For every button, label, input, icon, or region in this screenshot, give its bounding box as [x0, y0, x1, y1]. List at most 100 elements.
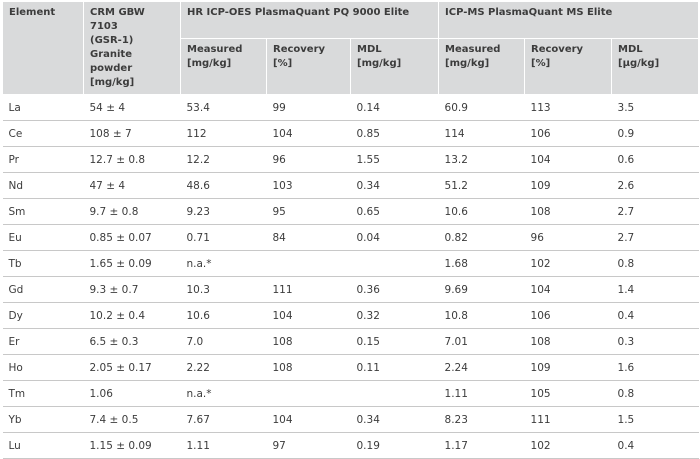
- cell-ms-mdl: 1.6: [611, 354, 699, 381]
- cell-ms-mdl: 2.6: [611, 172, 699, 199]
- cell-ms-mdl: 0.8: [611, 250, 699, 277]
- cell-ms-mdl: 3.5: [611, 94, 699, 121]
- table-row: Tb 1.65 ± 0.09 n.a.* 1.68 102 0.8: [2, 250, 699, 277]
- cell-oes-recovery: 96: [266, 146, 351, 173]
- cell-crm: 0.85 ± 0.07: [83, 224, 181, 251]
- cell-crm: 9.7 ± 0.8: [83, 198, 181, 225]
- cell-ms-measured: 2.24: [438, 354, 525, 381]
- cell-oes-mdl: 0.34: [350, 172, 439, 199]
- cell-ms-measured: 0.82: [438, 224, 525, 251]
- cell-ms-mdl: 0.6: [611, 146, 699, 173]
- cell-oes-mdl: [350, 250, 439, 277]
- cell-ms-recovery: 104: [524, 276, 612, 303]
- cell-oes-mdl: 0.65: [350, 198, 439, 225]
- cell-oes-mdl: 0.04: [350, 224, 439, 251]
- cell-crm: 2.05 ± 0.17: [83, 354, 181, 381]
- cell-ms-recovery: 109: [524, 172, 612, 199]
- table-row: Ce 108 ± 7 112 104 0.85 114 106 0.9: [2, 120, 699, 147]
- cell-oes-mdl: 0.36: [350, 276, 439, 303]
- table-row: Eu 0.85 ± 0.07 0.71 84 0.04 0.82 96 2.7: [2, 224, 699, 251]
- cell-oes-recovery: [266, 250, 351, 277]
- cell-ms-measured: 7.01: [438, 328, 525, 355]
- cell-crm: 108 ± 7: [83, 120, 181, 147]
- cell-ms-measured: 8.23: [438, 406, 525, 433]
- cell-oes-recovery: 104: [266, 120, 351, 147]
- header-element: Element: [2, 1, 84, 95]
- table-row: Ho 2.05 ± 0.17 2.22 108 0.11 2.24 109 1.6: [2, 354, 699, 381]
- cell-ms-recovery: 113: [524, 94, 612, 121]
- cell-ms-measured: 10.8: [438, 302, 525, 329]
- cell-ms-recovery: 102: [524, 250, 612, 277]
- cell-ms-mdl: 2.7: [611, 198, 699, 225]
- cell-element: Ce: [2, 120, 84, 147]
- cell-oes-measured: 7.67: [180, 406, 267, 433]
- cell-crm: 10.2 ± 0.4: [83, 302, 181, 329]
- cell-ms-measured: 13.2: [438, 146, 525, 173]
- cell-element: Pr: [2, 146, 84, 173]
- cell-element: Eu: [2, 224, 84, 251]
- cell-oes-mdl: 0.32: [350, 302, 439, 329]
- cell-crm: 1.06: [83, 380, 181, 407]
- cell-element: Yb: [2, 406, 84, 433]
- cell-element: La: [2, 94, 84, 121]
- cell-oes-mdl: 0.14: [350, 94, 439, 121]
- header-icp-oes: HR ICP-OES PlasmaQuant PQ 9000 Elite: [179, 0, 440, 40]
- cell-ms-mdl: 0.9: [611, 120, 699, 147]
- cell-ms-recovery: 102: [524, 432, 612, 459]
- cell-ms-mdl: 0.3: [611, 328, 699, 355]
- header-icp-ms: ICP-MS PlasmaQuant MS Elite: [438, 0, 700, 40]
- table-body: La 54 ± 4 53.4 99 0.14 60.9 113 3.5 Ce 108 ± 7 112…: [2, 94, 699, 459]
- cell-oes-recovery: 95: [266, 198, 351, 225]
- cell-oes-measured: 53.4: [180, 94, 267, 121]
- cell-oes-measured: 9.23: [180, 198, 267, 225]
- cell-ms-recovery: 108: [524, 198, 612, 225]
- table-row: Tm 1.06 n.a.* 1.11 105 0.8: [2, 380, 699, 407]
- cell-oes-recovery: 84: [266, 224, 351, 251]
- cell-ms-mdl: 1.4: [611, 276, 699, 303]
- cell-ms-recovery: 108: [524, 328, 612, 355]
- cell-oes-measured: n.a.*: [180, 380, 267, 407]
- cell-oes-recovery: 97: [266, 432, 351, 459]
- table-row: Yb 7.4 ± 0.5 7.67 104 0.34 8.23 111 1.5: [2, 406, 699, 433]
- cell-ms-recovery: 111: [524, 406, 612, 433]
- table-row: Er 6.5 ± 0.3 7.0 108 0.15 7.01 108 0.3: [2, 328, 699, 355]
- cell-ms-measured: 1.11: [438, 380, 525, 407]
- cell-ms-measured: 10.6: [438, 198, 525, 225]
- cell-oes-mdl: 0.15: [350, 328, 439, 355]
- cell-oes-recovery: 108: [266, 328, 351, 355]
- cell-ms-mdl: 1.5: [611, 406, 699, 433]
- cell-oes-recovery: 108: [266, 354, 351, 381]
- cell-oes-measured: 12.2: [180, 146, 267, 173]
- cell-crm: 1.15 ± 0.09: [83, 432, 181, 459]
- cell-element: Lu: [2, 432, 84, 459]
- cell-ms-recovery: 106: [524, 120, 612, 147]
- cell-element: Ho: [2, 354, 84, 381]
- cell-crm: 7.4 ± 0.5: [83, 406, 181, 433]
- cell-oes-recovery: 104: [266, 406, 351, 433]
- cell-oes-measured: 48.6: [180, 172, 267, 199]
- cell-element: Tb: [2, 250, 84, 277]
- table-row: Gd 9.3 ± 0.7 10.3 111 0.36 9.69 104 1.4: [2, 276, 699, 303]
- cell-ms-recovery: 104: [524, 146, 612, 173]
- cell-oes-recovery: 104: [266, 302, 351, 329]
- cell-oes-recovery: [266, 380, 351, 407]
- cell-ms-mdl: 2.7: [611, 224, 699, 251]
- cell-oes-measured: 112: [180, 120, 267, 147]
- header-oes-recovery: Recovery [%]: [266, 38, 351, 95]
- cell-oes-recovery: 99: [266, 94, 351, 121]
- table-row: Lu 1.15 ± 0.09 1.11 97 0.19 1.17 102 0.4: [2, 432, 699, 459]
- table-row: Pr 12.7 ± 0.8 12.2 96 1.55 13.2 104 0.6: [2, 146, 699, 173]
- table-row: Dy 10.2 ± 0.4 10.6 104 0.32 10.8 106 0.4: [2, 302, 699, 329]
- cell-element: Nd: [2, 172, 84, 199]
- cell-oes-measured: 10.3: [180, 276, 267, 303]
- table-row: Sm 9.7 ± 0.8 9.23 95 0.65 10.6 108 2.7: [2, 198, 699, 225]
- header-crm: CRM GBW 7103 (GSR-1) Granite powder [mg/…: [83, 1, 181, 95]
- cell-element: Dy: [2, 302, 84, 329]
- cell-ms-measured: 1.68: [438, 250, 525, 277]
- cell-oes-measured: 10.6: [180, 302, 267, 329]
- header-oes-measured: Measured [mg/kg]: [180, 38, 267, 95]
- cell-element: Sm: [2, 198, 84, 225]
- cell-oes-mdl: [350, 380, 439, 407]
- cell-ms-recovery: 96: [524, 224, 612, 251]
